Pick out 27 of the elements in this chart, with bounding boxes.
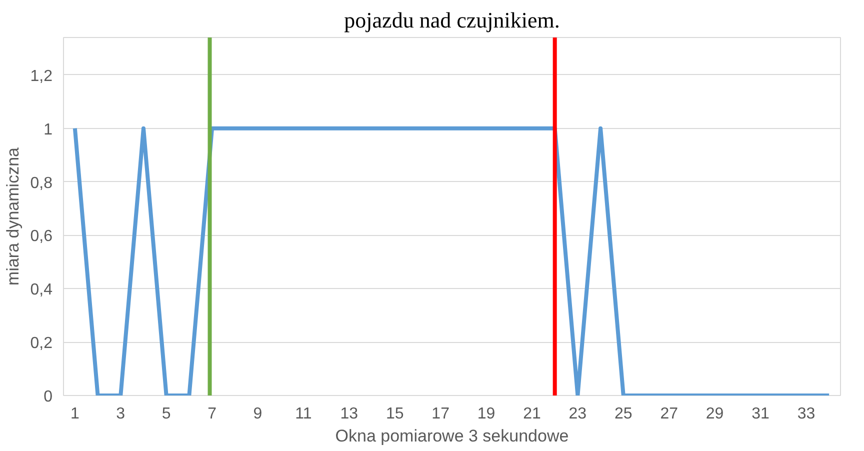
y-tick-label: 1 [44,121,53,138]
y-tick-label: 0,4 [30,282,53,299]
y-tick-label: 0,6 [30,228,53,246]
x-tick-label: 31 [752,406,770,422]
y-tick-label: 1,2 [30,68,53,85]
x-tick-label: 11 [295,406,312,422]
x-tick-label: 1 [70,406,80,422]
x-tick-label: 5 [162,406,171,422]
x-tick-label: 19 [477,406,496,422]
x-tick-label: 15 [386,406,404,422]
x-tick-label: 17 [432,406,450,422]
x-tick-label: 33 [797,406,816,422]
x-axis-title: Okna pomiarowe 3 sekundowe [335,426,569,446]
text: pojazdu nad czujnikiem. [344,8,560,32]
y-tick-label: 0,2 [30,335,53,352]
x-tick-label: 25 [614,406,632,422]
x-tick-label: 7 [208,406,217,422]
x-tick-label: 13 [340,406,358,422]
x-tick-label: 3 [116,406,126,422]
x-tick-label: 9 [253,406,262,422]
x-tick-label: 23 [568,406,587,422]
y-axis-title: miara dynamiczna [3,146,22,286]
y-tick-label: 0,8 [30,174,53,192]
x-tick-label: 27 [660,406,678,422]
y-tick-label: 0 [44,388,53,406]
x-tick-label: 29 [706,406,724,422]
x-tick-label: 21 [523,406,541,422]
